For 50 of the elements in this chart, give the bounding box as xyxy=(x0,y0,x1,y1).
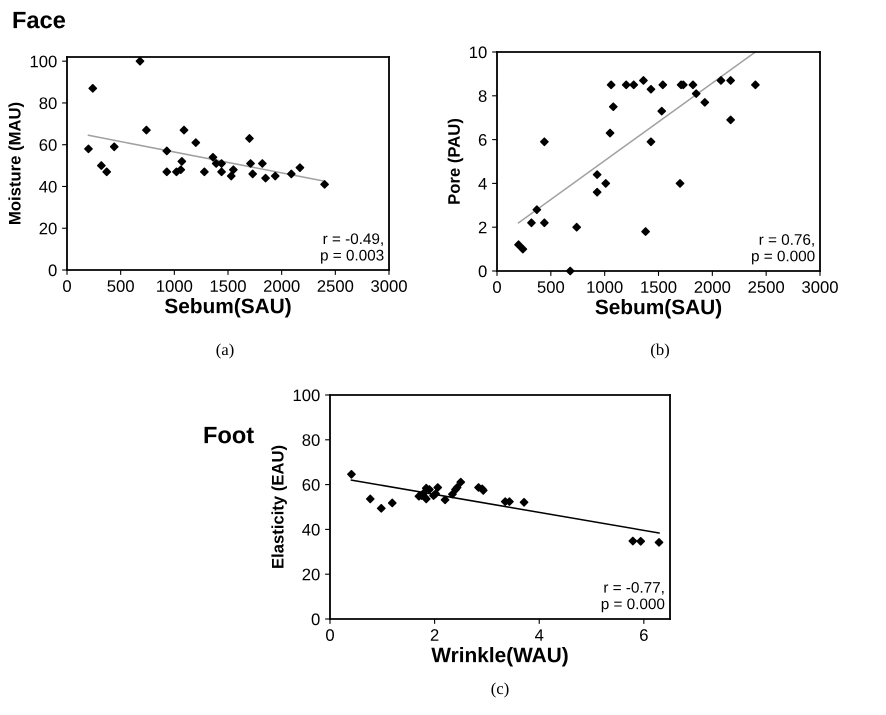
x-tick-label: 4 xyxy=(534,629,544,641)
x-tick-label: 1500 xyxy=(210,280,246,292)
x-tick-label: 2 xyxy=(430,629,438,641)
y-tick-label: 4 xyxy=(478,178,487,190)
y-tick-label: 2 xyxy=(478,222,486,234)
y-tick-label: 0 xyxy=(48,264,57,276)
text: (c) xyxy=(491,682,509,698)
x-tick-label: 2500 xyxy=(748,281,784,293)
y-tick-label: 80 xyxy=(39,97,57,110)
x-tick-label: 2000 xyxy=(694,281,730,293)
y-tick-label: 20 xyxy=(302,568,320,580)
x-tick-label: 1000 xyxy=(157,280,192,292)
annotation: r = -0.49, p = 0.003 xyxy=(321,233,384,264)
y-tick-label: 10 xyxy=(470,46,487,58)
x-tick-label: 500 xyxy=(538,281,564,293)
y-tick-label: 100 xyxy=(30,56,57,68)
x-axis-title: Wrinkle(WAU) xyxy=(431,647,568,666)
x-tick-label: 3000 xyxy=(802,281,838,293)
annotation: r = -0.77, p = 0.000 xyxy=(602,582,664,612)
annotation: r = 0.76, p = 0.000 xyxy=(752,234,815,264)
x-tick-label: 1000 xyxy=(587,281,623,293)
y-axis-title: Elasticity (EAU) xyxy=(271,446,287,568)
x-tick-label: 3000 xyxy=(371,280,407,292)
x-tick-label: 0 xyxy=(493,281,501,293)
y-tick-label: 20 xyxy=(40,222,57,234)
x-tick-label: 2000 xyxy=(264,280,300,292)
x-axis-title: Sebum(SAU) xyxy=(595,299,722,318)
text: Foot xyxy=(204,426,254,444)
y-axis-title: Pore (PAU) xyxy=(448,118,464,204)
y-tick-label: 100 xyxy=(294,389,320,402)
x-tick-label: 2500 xyxy=(318,280,354,292)
y-tick-label: 60 xyxy=(302,479,320,491)
text: (b) xyxy=(651,343,669,359)
chart-title: Face xyxy=(14,12,66,28)
y-tick-label: 40 xyxy=(39,180,57,193)
x-tick-label: 0 xyxy=(326,629,334,641)
y-axis-title: Moisture (MAU) xyxy=(8,102,24,224)
x-tick-label: 0 xyxy=(63,280,71,292)
y-tick-label: 8 xyxy=(478,90,487,102)
x-tick-label: 6 xyxy=(640,629,648,641)
y-tick-label: 40 xyxy=(302,524,320,536)
text: (a) xyxy=(216,343,234,359)
y-tick-label: 0 xyxy=(312,613,320,626)
y-tick-label: 0 xyxy=(478,265,487,278)
y-tick-label: 60 xyxy=(40,139,57,151)
y-tick-label: 6 xyxy=(478,134,487,146)
y-tick-label: 80 xyxy=(302,434,320,446)
x-axis-title: Sebum(SAU) xyxy=(164,298,291,318)
x-tick-label: 1500 xyxy=(641,281,676,293)
x-tick-label: 500 xyxy=(107,280,134,292)
